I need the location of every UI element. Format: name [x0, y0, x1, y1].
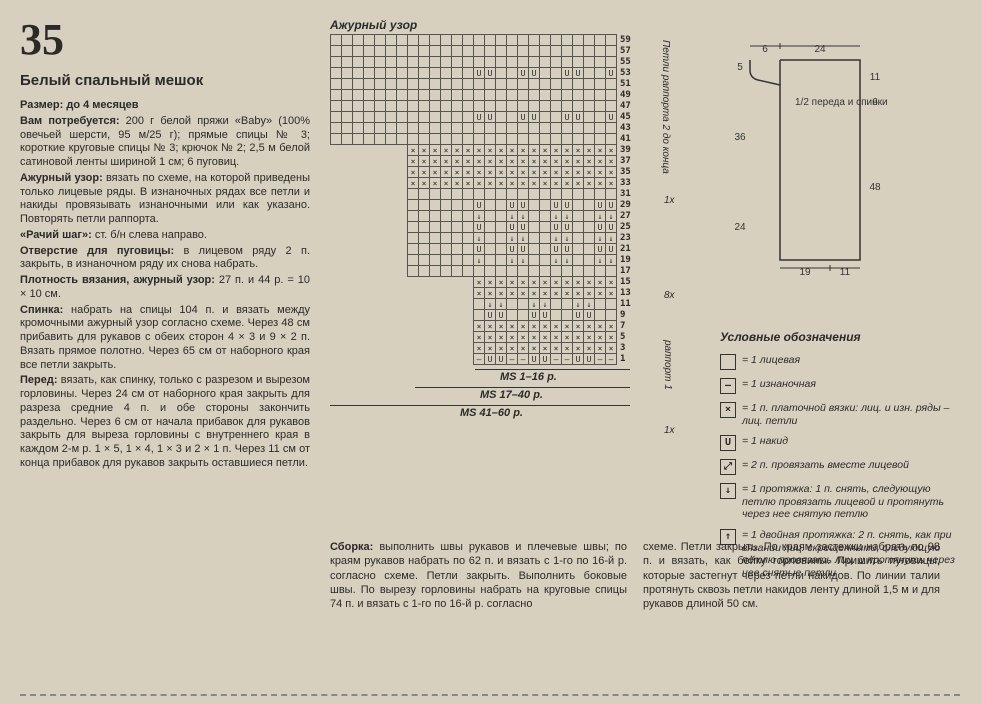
- assembly-text-1: выполнить швы рукавов и плечевые швы; по…: [330, 541, 627, 610]
- legend-symbol: [720, 354, 736, 370]
- legend-symbol: ↓: [720, 483, 736, 499]
- front-text: вязать, как спинку, только с разрезом и …: [20, 374, 310, 469]
- svg-text:19: 19: [799, 267, 811, 278]
- svg-text:1/2 переда и спинки: 1/2 переда и спинки: [795, 97, 888, 108]
- knitting-chart: 595755UUUUUUU53514947UUUUUUU454341××××××…: [330, 34, 637, 365]
- bracket-1x-bot: 1x: [664, 425, 675, 436]
- legend-symbol: ⤢: [720, 459, 736, 475]
- page-divider: [20, 694, 960, 696]
- bracket-rapport: раппорт 1: [662, 340, 673, 390]
- ms-1-label: MS 1–16 p.: [500, 371, 557, 383]
- legend-symbol: U: [720, 435, 736, 451]
- back-label: Спинка:: [20, 304, 63, 316]
- legend-text: = 1 п. платочной вязки: лиц. и изн. ряды…: [742, 402, 960, 427]
- svg-text:11: 11: [840, 267, 851, 278]
- ms-3-label: MS 41–60 p.: [460, 407, 523, 419]
- svg-text:48: 48: [869, 182, 881, 193]
- legend-text: = 1 лицевая: [742, 354, 960, 367]
- svg-text:24: 24: [734, 222, 746, 233]
- size-label: Размер: до 4 месяцев: [20, 99, 139, 111]
- ms-2-label: MS 17–40 p.: [480, 389, 543, 401]
- crab-label: «Рачий шаг»:: [20, 229, 92, 241]
- buttonhole-label: Отверстие для пуговицы:: [20, 245, 174, 257]
- front-label: Перед:: [20, 374, 58, 386]
- crab-text: ст. б/н слева направо.: [92, 229, 207, 241]
- page-number: 35: [20, 18, 310, 62]
- assembly-text-2: схеме. Петли закрыть. По краям застежки …: [643, 541, 940, 610]
- pattern-label: Ажурный узор:: [20, 172, 103, 184]
- schematic-diagram: 6 24 5 36 24 11 6 48 19 11 1/2 переда и …: [720, 30, 960, 280]
- bracket-8x: 8x: [664, 290, 675, 301]
- pattern-title: Белый спальный мешок: [20, 72, 310, 89]
- legend-text: = 1 накид: [742, 435, 960, 448]
- legend-symbol: ×: [720, 402, 736, 418]
- legend-symbol: –: [720, 378, 736, 394]
- materials-label: Вам потребуется:: [20, 115, 120, 127]
- svg-text:36: 36: [734, 132, 746, 143]
- bracket-1x-top: 1x: [664, 195, 675, 206]
- back-text: набрать на спицы 104 п. и вязать между к…: [20, 304, 310, 371]
- svg-text:11: 11: [870, 72, 881, 83]
- svg-text:5: 5: [737, 62, 743, 73]
- legend-text: = 1 изнаночная: [742, 378, 960, 391]
- vertical-label: Петли раппорта 2 до конца: [660, 40, 671, 180]
- legend-text: = 2 п. провязать вместе лицевой: [742, 459, 960, 472]
- assembly-label: Сборка:: [330, 541, 373, 553]
- chart-title: Ажурный узор: [330, 18, 650, 32]
- legend-title: Условные обозначения: [720, 330, 960, 344]
- gauge-label: Плотность вязания, ажурный узор:: [20, 274, 215, 286]
- legend-text: = 1 протяжка: 1 п. снять, следующую петл…: [742, 483, 960, 521]
